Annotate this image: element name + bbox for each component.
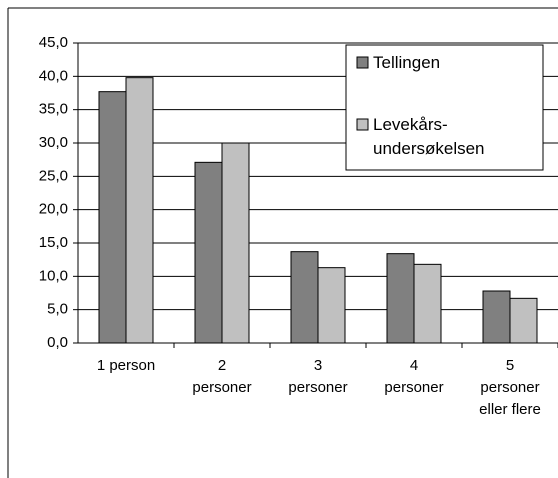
bar [509,297,538,344]
legend-box [345,44,544,171]
x-tick-label: 1 person [96,357,156,374]
legend-label: Levekårs- undersøkelsen [373,115,485,158]
bar [317,267,346,344]
y-tick-label: 15,0 [39,234,68,251]
x-tick-label: 3 personer [288,357,348,396]
y-tick-label: 35,0 [39,101,68,118]
legend-label: Tellingen [373,53,441,72]
bar [386,253,415,344]
y-tick-label: 45,0 [39,34,68,51]
x-tick-label: 4 personer [384,357,444,396]
y-tick-label: 10,0 [39,267,68,284]
x-tick-label: 2 personer [192,357,252,396]
legend-swatch [356,118,369,131]
bar [194,161,223,344]
x-tick-label: 5 personer eller flere [479,357,541,418]
bar [125,77,154,344]
y-tick-label: 20,0 [39,201,68,218]
legend-swatch [356,56,369,69]
y-tick-label: 5,0 [47,301,68,318]
bar [482,290,511,344]
y-tick-label: 0,0 [47,334,68,351]
bar [221,142,250,344]
bar [413,263,442,344]
y-tick-label: 30,0 [39,134,68,151]
y-tick-label: 25,0 [39,167,68,184]
bar [290,251,319,344]
bar [98,91,127,344]
y-tick-label: 40,0 [39,67,68,84]
